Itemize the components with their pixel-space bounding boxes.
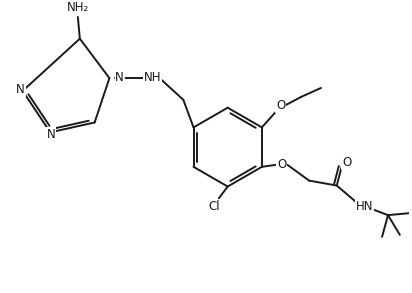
Text: N: N	[115, 71, 124, 84]
Text: N: N	[47, 128, 56, 141]
Text: O: O	[276, 99, 285, 112]
Text: NH₂: NH₂	[67, 1, 89, 14]
Text: N: N	[16, 84, 25, 96]
Text: O: O	[342, 156, 351, 169]
Text: NH: NH	[144, 71, 162, 84]
Text: Cl: Cl	[208, 200, 220, 213]
Text: O: O	[277, 158, 286, 171]
Text: HN: HN	[356, 200, 373, 213]
